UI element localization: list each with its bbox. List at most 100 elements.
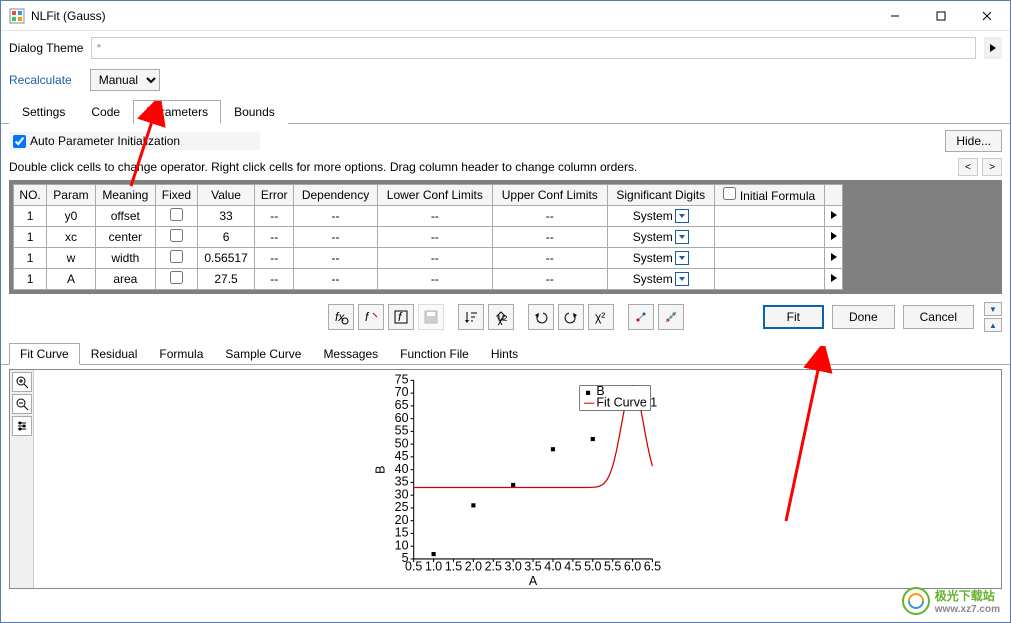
tab-code[interactable]: Code <box>78 100 133 124</box>
cell-param[interactable]: xc <box>47 227 96 248</box>
cell-no[interactable]: 1 <box>14 248 47 269</box>
cell-ucl[interactable]: -- <box>492 248 607 269</box>
cell-sig[interactable]: System <box>607 269 714 290</box>
sig-dropdown-icon[interactable] <box>675 251 689 265</box>
nav-next-button[interactable]: > <box>982 158 1002 176</box>
chart-zoom-out-icon[interactable] <box>12 394 32 414</box>
col-meaning[interactable]: Meaning <box>95 185 155 206</box>
cancel-button[interactable]: Cancel <box>903 305 974 329</box>
cell-sig[interactable]: System <box>607 248 714 269</box>
row-arrow-button[interactable] <box>825 206 843 227</box>
cell-meaning[interactable]: offset <box>95 206 155 227</box>
col-ucl[interactable]: Upper Conf Limits <box>492 185 607 206</box>
cell-value[interactable]: 27.5 <box>197 269 254 290</box>
col-no[interactable]: NO. <box>14 185 47 206</box>
dialog-theme-arrow-button[interactable] <box>984 37 1002 59</box>
cell-value[interactable]: 6 <box>197 227 254 248</box>
tool-find-function-icon[interactable]: fx <box>328 304 354 330</box>
lower-tab-fit-curve[interactable]: Fit Curve <box>9 343 80 365</box>
cell-formula[interactable] <box>714 227 824 248</box>
col-param[interactable]: Param <box>47 185 96 206</box>
tab-parameters[interactable]: Parameters <box>133 100 221 124</box>
cell-dep[interactable]: -- <box>294 227 378 248</box>
auto-param-checkbox[interactable] <box>13 135 26 148</box>
chart-settings-icon[interactable] <box>12 416 32 436</box>
row-arrow-button[interactable] <box>825 227 843 248</box>
cell-lcl[interactable]: -- <box>377 269 492 290</box>
cell-no[interactable]: 1 <box>14 206 47 227</box>
cell-ucl[interactable]: -- <box>492 227 607 248</box>
cell-lcl[interactable]: -- <box>377 227 492 248</box>
cell-dep[interactable]: -- <box>294 248 378 269</box>
col-value[interactable]: Value <box>197 185 254 206</box>
tool-sort-icon[interactable] <box>458 304 484 330</box>
collapse-down-button[interactable]: ▲ <box>984 318 1002 332</box>
tool-fit-converged-icon[interactable] <box>658 304 684 330</box>
cell-error[interactable]: -- <box>255 227 294 248</box>
fixed-checkbox[interactable] <box>170 250 183 263</box>
cell-no[interactable]: 1 <box>14 269 47 290</box>
tool-edit-function-icon[interactable]: f <box>358 304 384 330</box>
cell-value[interactable]: 0.56517 <box>197 248 254 269</box>
col-lcl[interactable]: Lower Conf Limits <box>377 185 492 206</box>
sig-dropdown-icon[interactable] <box>675 209 689 223</box>
tool-undo-icon[interactable] <box>528 304 554 330</box>
lower-tab-messages[interactable]: Messages <box>312 343 389 365</box>
cell-fixed[interactable] <box>155 206 197 227</box>
close-button[interactable] <box>964 1 1010 31</box>
cell-meaning[interactable]: center <box>95 227 155 248</box>
tool-initialize-icon[interactable]: χ² <box>488 304 514 330</box>
cell-fixed[interactable] <box>155 269 197 290</box>
minimize-button[interactable] <box>872 1 918 31</box>
done-button[interactable]: Done <box>832 305 895 329</box>
lower-tab-hints[interactable]: Hints <box>480 343 529 365</box>
cell-lcl[interactable]: -- <box>377 206 492 227</box>
cell-param[interactable]: w <box>47 248 96 269</box>
tool-one-iteration-icon[interactable] <box>628 304 654 330</box>
cell-param[interactable]: A <box>47 269 96 290</box>
cell-lcl[interactable]: -- <box>377 248 492 269</box>
lower-tab-sample-curve[interactable]: Sample Curve <box>214 343 312 365</box>
cell-error[interactable]: -- <box>255 269 294 290</box>
col-fixed[interactable]: Fixed <box>155 185 197 206</box>
cell-sig[interactable]: System <box>607 227 714 248</box>
fixed-checkbox[interactable] <box>170 271 183 284</box>
sig-dropdown-icon[interactable] <box>675 230 689 244</box>
tool-redo-icon[interactable] <box>558 304 584 330</box>
recalculate-select[interactable]: Manual <box>90 69 160 91</box>
cell-meaning[interactable]: width <box>95 248 155 269</box>
tab-bounds[interactable]: Bounds <box>221 100 288 124</box>
lower-tab-residual[interactable]: Residual <box>80 343 149 365</box>
tool-save-icon[interactable] <box>418 304 444 330</box>
fixed-checkbox[interactable] <box>170 208 183 221</box>
cell-no[interactable]: 1 <box>14 227 47 248</box>
cell-formula[interactable] <box>714 248 824 269</box>
fit-button[interactable]: Fit <box>763 305 824 329</box>
col-dependency[interactable]: Dependency <box>294 185 378 206</box>
cell-error[interactable]: -- <box>255 248 294 269</box>
row-arrow-button[interactable] <box>825 248 843 269</box>
cell-error[interactable]: -- <box>255 206 294 227</box>
cell-ucl[interactable]: -- <box>492 269 607 290</box>
col-error[interactable]: Error <box>255 185 294 206</box>
cell-formula[interactable] <box>714 269 824 290</box>
lower-tab-function-file[interactable]: Function File <box>389 343 480 365</box>
cell-dep[interactable]: -- <box>294 269 378 290</box>
lower-tab-formula[interactable]: Formula <box>148 343 214 365</box>
nav-prev-button[interactable]: < <box>958 158 978 176</box>
maximize-button[interactable] <box>918 1 964 31</box>
hide-button[interactable]: Hide... <box>945 130 1002 152</box>
fixed-checkbox[interactable] <box>170 229 183 242</box>
col-formula[interactable]: Initial Formula <box>714 185 824 206</box>
tool-save-function-icon[interactable]: f <box>388 304 414 330</box>
cell-value[interactable]: 33 <box>197 206 254 227</box>
cell-ucl[interactable]: -- <box>492 206 607 227</box>
cell-formula[interactable] <box>714 206 824 227</box>
cell-fixed[interactable] <box>155 227 197 248</box>
cell-fixed[interactable] <box>155 248 197 269</box>
collapse-up-button[interactable]: ▼ <box>984 302 1002 316</box>
dialog-theme-input[interactable] <box>91 37 976 59</box>
initial-formula-header-checkbox[interactable] <box>723 187 736 200</box>
cell-meaning[interactable]: area <box>95 269 155 290</box>
chart-zoom-in-icon[interactable] <box>12 372 32 392</box>
